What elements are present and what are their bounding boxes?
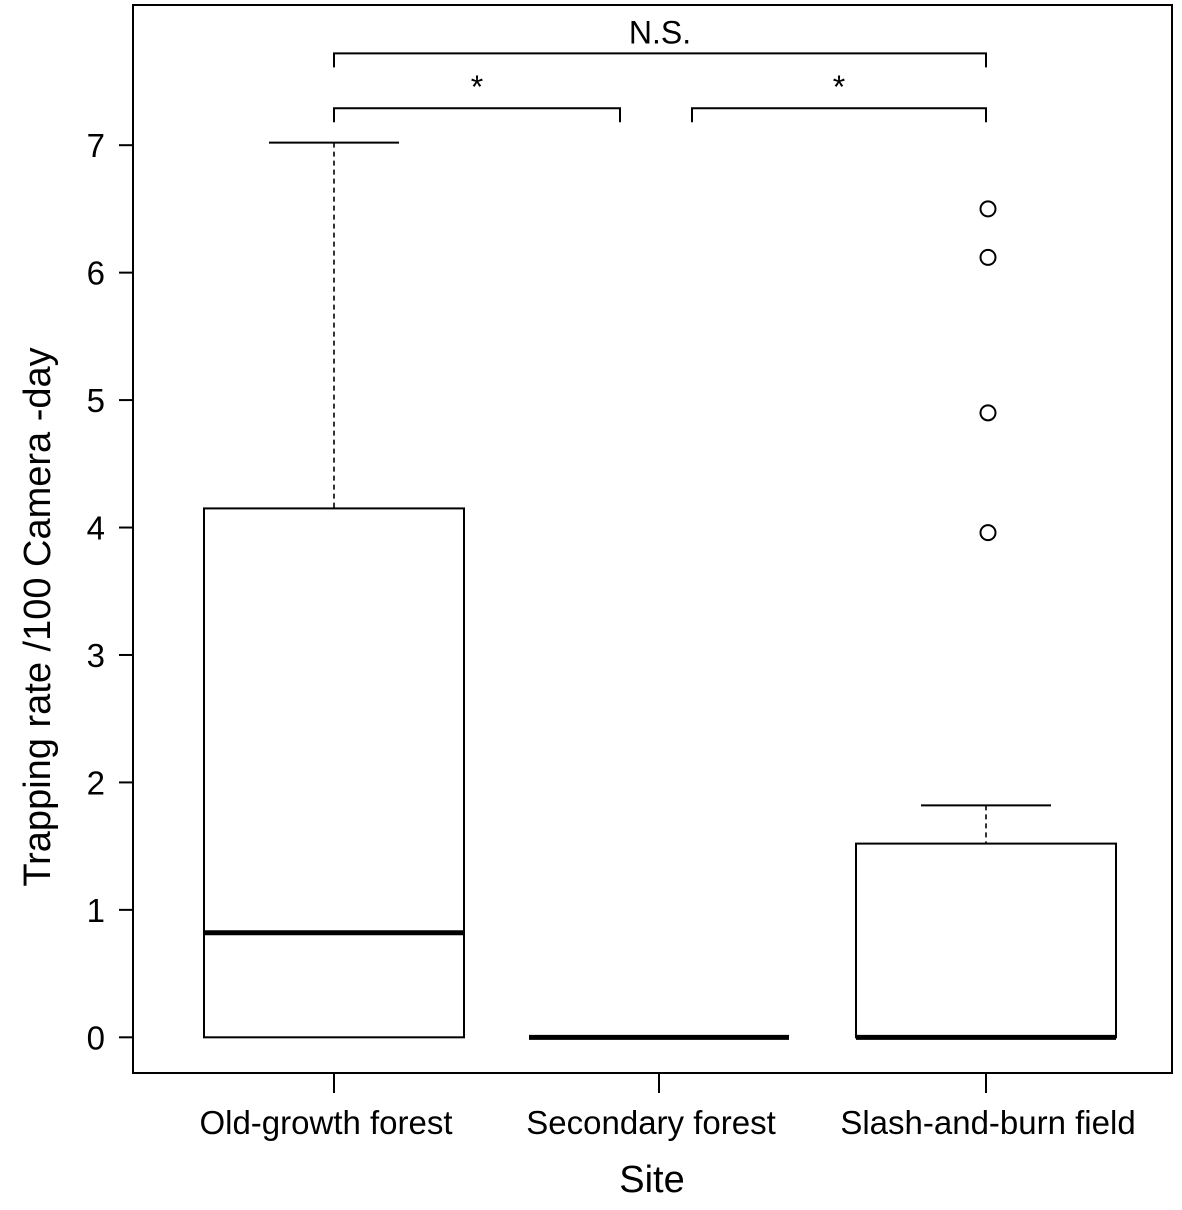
x-tick-label: Old-growth forest [199,1104,452,1141]
significance-bracket: * [333,69,621,123]
outlier-point [979,200,997,218]
significance-bracket: * [691,69,987,123]
y-tick-label: 7 [87,127,105,164]
box-group-0 [203,141,465,1039]
significance-label: N.S. [629,14,691,50]
y-tick-label: 2 [87,764,105,801]
y-tick-label: 4 [87,510,105,547]
y-tick-label: 5 [87,382,105,419]
outlier-point [979,404,997,422]
outlier-point [979,248,997,266]
bracket-line [691,107,987,123]
x-axis-title: Site [619,1159,684,1201]
x-axis: Old-growth forest Secondary forest Slash-a… [199,1073,1136,1141]
box [855,842,1117,1039]
y-axis-title: Trapping rate /100 Camera -day [17,347,59,886]
plot-frame [132,4,1173,1074]
y-tick-label: 0 [87,1019,105,1056]
significance-bracket: N.S. [333,14,987,68]
significance-label: * [471,69,483,105]
box-group-2 [855,200,1117,1040]
box [203,507,465,1039]
x-tick-label: Slash-and-burn field [840,1104,1135,1141]
y-tick-label: 3 [87,637,105,674]
y-axis: 0 1 2 3 4 5 6 7 [87,127,133,1056]
y-tick-label: 1 [87,892,105,929]
boxes [203,141,1117,1040]
significance-brackets: N.S. * * [333,14,987,123]
x-tick-label: Secondary forest [526,1104,775,1141]
bracket-line [333,52,987,68]
y-tick-label: 6 [87,255,105,292]
outlier-point [979,524,997,542]
significance-label: * [833,69,845,105]
bracket-line [333,107,621,123]
